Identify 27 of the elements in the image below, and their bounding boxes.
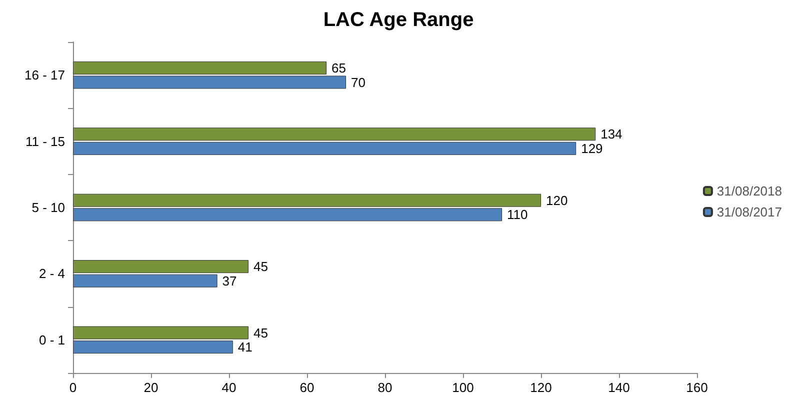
data-label: 134 bbox=[600, 126, 622, 142]
chart-title: LAC Age Range bbox=[323, 9, 474, 31]
x-tick-label: 40 bbox=[222, 380, 236, 395]
data-label: 65 bbox=[332, 60, 346, 76]
legend-label: 31/08/2017 bbox=[716, 204, 782, 220]
y-tick-label: 0 - 1 bbox=[38, 332, 65, 348]
y-tick-label: 16 - 17 bbox=[24, 68, 65, 83]
x-tick-label: 140 bbox=[608, 380, 630, 395]
x-tick-label: 120 bbox=[530, 380, 552, 395]
y-tick-label: 2 - 4 bbox=[38, 266, 65, 282]
data-label: 41 bbox=[238, 340, 252, 355]
data-label: 110 bbox=[507, 207, 528, 222]
data-label: 129 bbox=[581, 140, 603, 156]
x-tick-label: 160 bbox=[686, 380, 708, 395]
x-tick-label: 80 bbox=[378, 380, 392, 395]
y-tick-label: 5 - 10 bbox=[32, 200, 65, 215]
legend-label: 31/08/2018 bbox=[716, 184, 782, 198]
y-tick-label: 11 - 15 bbox=[25, 134, 65, 149]
x-tick-label: 100 bbox=[452, 380, 474, 395]
data-label: 70 bbox=[351, 74, 366, 90]
data-label: 37 bbox=[222, 273, 237, 288]
data-label: 45 bbox=[254, 259, 268, 274]
x-tick-label: 0 bbox=[69, 380, 77, 395]
data-label: 120 bbox=[546, 192, 568, 208]
x-tick-label: 20 bbox=[144, 380, 158, 395]
x-tick-label: 60 bbox=[300, 380, 314, 395]
data-label: 45 bbox=[254, 325, 268, 340]
